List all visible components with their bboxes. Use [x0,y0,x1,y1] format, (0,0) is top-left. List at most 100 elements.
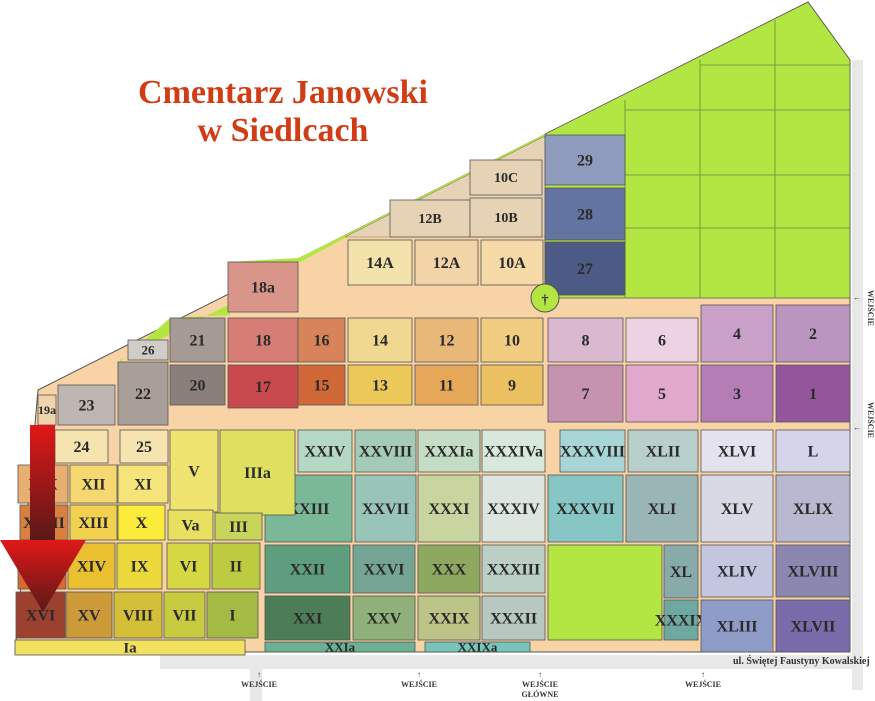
section-ia[interactable]: Ia [14,639,246,657]
section-xlv[interactable]: XLV [700,474,774,543]
section-11[interactable]: 11 [414,364,479,406]
section-xliv[interactable]: XLIV [700,544,774,598]
section-xxviii[interactable]: XXVIII [354,429,417,473]
section-viii[interactable]: VIII [113,591,163,639]
section-19a[interactable]: 19a [37,394,57,426]
section-8[interactable]: 8 [547,317,624,363]
section-ix[interactable]: IX [116,542,163,590]
section-xxxiva[interactable]: XXXIVa [481,429,546,473]
section-10a[interactable]: 10A [480,239,544,286]
section-xxii[interactable]: XXII [264,544,351,594]
section-xxi[interactable]: XXI [264,595,351,641]
section-18a[interactable]: 18a [227,261,299,313]
section-iiia[interactable]: IIIa [219,429,296,516]
section-xlvii[interactable]: XLVII [775,599,851,653]
green-area-grid [624,20,850,298]
section-xlii[interactable]: XLII [627,429,699,473]
section-16[interactable]: 16 [297,317,346,363]
section-xi[interactable]: XI [117,464,169,504]
section-va[interactable]: Va [167,509,214,541]
section-xxixa[interactable]: XXIXa [424,639,531,654]
section-plot [775,304,851,363]
section-label: 14 [372,332,388,349]
section-7[interactable]: 7 [547,364,624,423]
section-plot [264,544,351,594]
section-label: 6 [658,332,666,349]
section-vi[interactable]: VI [166,542,211,590]
section-10b[interactable]: 10B [469,197,543,238]
section-label: 7 [582,386,590,403]
section-iii[interactable]: III [214,512,263,541]
section-label: XXXVIII [560,443,625,460]
section-1[interactable]: 1 [775,364,851,423]
section-4[interactable]: 4 [700,304,774,363]
section-12a[interactable]: 12A [414,239,479,286]
section-xxxi[interactable]: XXXI [417,474,481,543]
section-20[interactable]: 20 [169,364,226,406]
section-label: 20 [190,377,206,394]
section-5[interactable]: 5 [625,364,699,423]
section-xxxia[interactable]: XXXIa [417,429,481,473]
section-xxix[interactable]: XXIX [417,595,481,641]
section-x[interactable]: X [117,504,166,541]
section-3[interactable]: 3 [700,364,774,423]
section-6[interactable]: 6 [625,317,699,363]
section-12[interactable]: 12 [414,317,479,363]
section-xxv[interactable]: XXV [352,595,416,641]
section-23[interactable]: 23 [57,384,116,426]
section-xxvi[interactable]: XXVI [352,544,416,594]
section-xlix[interactable]: XLIX [775,474,851,543]
section-xii[interactable]: XII [69,464,118,504]
section-12b[interactable]: 12B [389,199,471,238]
section-10[interactable]: 10 [480,317,544,363]
section-label: I [229,607,235,624]
section-xxxiii[interactable]: XXXIII [481,544,546,594]
section-vii[interactable]: VII [163,591,206,639]
section-v[interactable]: V [169,429,219,513]
section-xiii[interactable]: XIII [69,504,118,541]
section-22[interactable]: 22 [117,361,169,426]
section-xlvi[interactable]: XLVI [700,429,774,473]
section-2[interactable]: 2 [775,304,851,363]
section-29[interactable]: 29 [544,134,626,186]
section-24[interactable]: 24 [54,429,109,464]
section-10c[interactable]: 10C [469,159,543,196]
section-xv[interactable]: XV [65,591,113,639]
section-17[interactable]: 17 [227,364,299,409]
section-plot [14,639,246,656]
section-label: II [230,558,242,575]
section-xxxviii[interactable]: XXXVIII [559,429,626,473]
section-28[interactable]: 28 [544,187,626,241]
section-label: XV [77,607,101,624]
section-plot [389,199,471,238]
section-21[interactable]: 21 [169,317,226,363]
section-27[interactable]: 27 [544,241,626,296]
section-xxxix[interactable]: XXXIX [655,599,708,641]
section-l[interactable]: L [775,429,851,473]
section-14a[interactable]: 14A [347,239,413,286]
section-14[interactable]: 14 [347,317,413,363]
section-i[interactable]: I [206,591,259,639]
section-xxx[interactable]: XXX [417,544,481,594]
section-xxxiv[interactable]: XXXIV [481,474,546,543]
entrance-text: WEJŚCIE [521,680,558,689]
section-xxia[interactable]: XXIa [264,639,416,654]
section-18[interactable]: 18 [227,317,299,363]
section-xxiv[interactable]: XXIV [297,429,353,473]
street-right [852,60,863,690]
section-xxxvii[interactable]: XXXVII [547,474,624,543]
section-xlviii[interactable]: XLVIII [775,544,851,598]
section-xli[interactable]: XLI [625,474,699,543]
section-xxvii[interactable]: XXVII [354,474,417,543]
section-xl[interactable]: XL [663,544,699,599]
section-xxxii[interactable]: XXXII [481,595,546,641]
section-26[interactable]: 26 [127,339,169,361]
section-ii[interactable]: II [211,542,261,590]
section-13[interactable]: 13 [347,364,413,406]
section-label: IIIa [244,465,271,482]
section-label: 21 [190,332,206,349]
section-15[interactable]: 15 [297,364,346,406]
section-9[interactable]: 9 [480,364,544,406]
section-xliii[interactable]: XLIII [700,599,774,653]
section-25[interactable]: 25 [119,429,169,464]
